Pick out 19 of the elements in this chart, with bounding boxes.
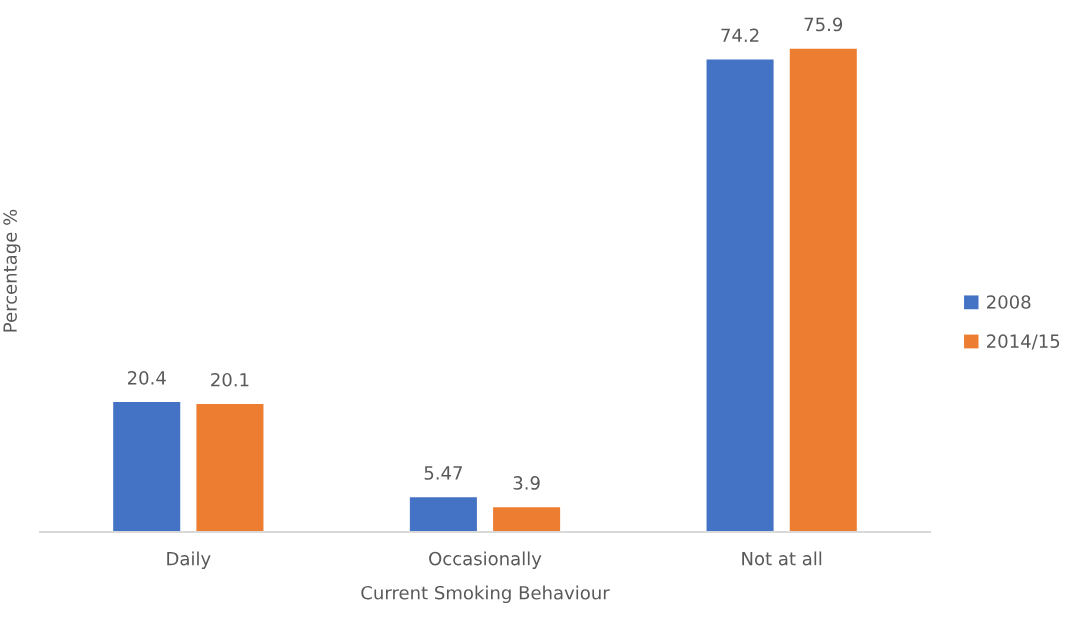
legend-label: 2008 [987,295,1031,309]
bar [196,404,264,532]
bar [409,497,477,532]
data-label: 75.9 [804,17,843,32]
x-axis-title: Current Smoking Behaviour [361,585,610,604]
x-tick-label: Daily [167,551,211,569]
bar [706,59,774,532]
data-label: 5.47 [424,466,462,480]
x-tick-label: Occasionally [429,551,542,569]
data-label: 20.1 [211,372,249,387]
y-axis-title: Percentage % [3,209,21,332]
data-label: 20.4 [127,371,166,385]
bar [789,48,857,532]
bar [113,402,181,532]
x-tick-label: Not at all [742,551,822,566]
data-label: 3.9 [513,476,540,490]
data-label: 74.2 [721,28,759,42]
legend-label: 2014/15 [987,334,1060,350]
bar [493,507,561,532]
